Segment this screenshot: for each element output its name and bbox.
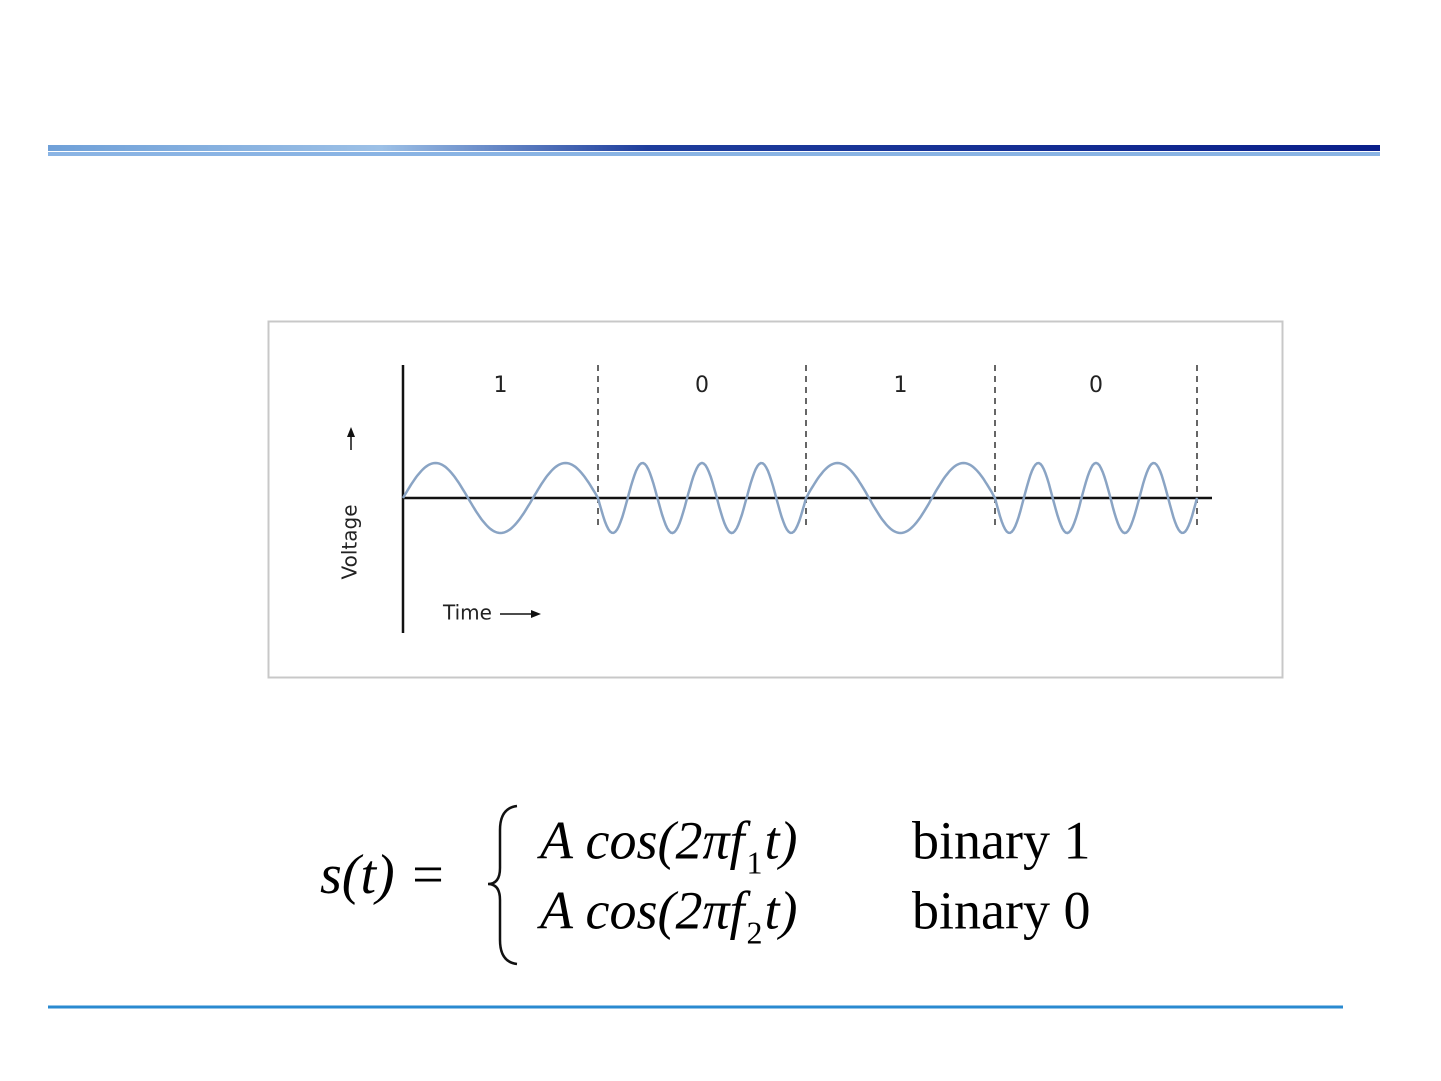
bit-label: 0 [695, 373, 709, 398]
brace [487, 804, 518, 966]
fsk-waveform [401, 461, 1199, 535]
case-subscript: 2 [747, 914, 763, 950]
x-axis-label: Time [442, 601, 492, 625]
header-bar-under [48, 152, 1380, 156]
formula: s(t) = A cos(2πf 1 t) binary 1A cos(2πf 2 t) b… [320, 804, 1090, 966]
voltage-arrowhead [347, 427, 355, 437]
case-tail: t) [765, 810, 798, 870]
case-tail: t) [765, 880, 798, 940]
case-condition: binary 1 [912, 810, 1090, 870]
case-subscript: 1 [747, 844, 763, 880]
time-arrowhead [531, 610, 541, 618]
case-condition: binary 0 [912, 880, 1090, 940]
bit-label: 0 [1089, 373, 1103, 398]
bit-label: 1 [494, 373, 508, 398]
case-expression: A cos(2πf [537, 810, 752, 870]
bit-label: 1 [894, 373, 908, 398]
formula-lhs: s(t) = [320, 844, 446, 906]
case-expression: A cos(2πf [537, 880, 752, 940]
y-axis-label: Voltage [338, 504, 362, 579]
header-bar [48, 145, 1380, 151]
diagram: Voltage Time 1 0 1 0 [338, 365, 1212, 633]
